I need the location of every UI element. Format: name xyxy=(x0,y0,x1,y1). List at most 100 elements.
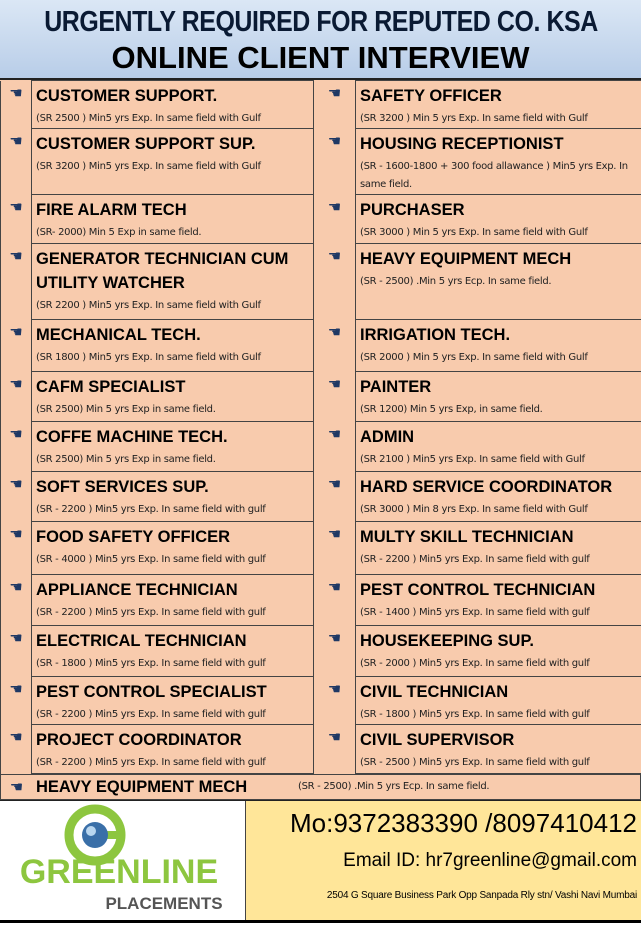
job-desc: (SR - 2500) .Min 5 yrs Ecp. In same fiel… xyxy=(356,271,641,291)
job-cell-right: HOUSEKEEPING SUP.(SR - 2000 ) Min5 yrs E… xyxy=(356,626,641,677)
job-cell-right: PURCHASER(SR 3000 ) Min 5 yrs Exp. In sa… xyxy=(356,195,641,244)
job-row: ☚SOFT SERVICES SUP.(SR - 2200 ) Min5 yrs… xyxy=(1,472,641,522)
job-desc: (SR - 1800 ) Min5 yrs Exp. In same field… xyxy=(356,704,641,724)
job-title: HARD SERVICE COORDINATOR xyxy=(356,472,641,499)
pointing-hand-icon: ☚ xyxy=(314,320,356,372)
job-row: ☚CUSTOMER SUPPORT.(SR 2500 ) Min5 yrs Ex… xyxy=(1,81,641,129)
header: URGENTLY REQUIRED FOR REPUTED CO. KSA ON… xyxy=(0,0,641,80)
job-row: ☚PROJECT COORDINATOR(SR - 2200 ) Min5 yr… xyxy=(1,725,641,774)
job-desc: (SR - 2200 ) Min5 yrs Exp. In same field… xyxy=(32,602,313,622)
logo-sub: PLACEMENTS xyxy=(105,894,222,913)
pointing-hand-icon: ☚ xyxy=(1,372,32,422)
job-row: ☚APPLIANCE TECHNICIAN(SR - 2200 ) Min5 y… xyxy=(1,575,641,626)
pointing-hand-icon: ☚ xyxy=(314,725,356,774)
job-cell-left: COFFE MACHINE TECH.(SR 2500) Min 5 yrs E… xyxy=(32,422,314,472)
job-title: HOUSEKEEPING SUP. xyxy=(356,626,641,653)
job-desc: (SR 2200 ) Min5 yrs Exp. In same field w… xyxy=(32,295,313,315)
pointing-hand-icon: ☚ xyxy=(314,244,356,320)
job-title: CUSTOMER SUPPORT. xyxy=(32,81,313,108)
job-row: ☚ELECTRICAL TECHNICIAN(SR - 1800 ) Min5 … xyxy=(1,626,641,677)
job-title: ADMIN xyxy=(356,422,641,449)
job-title: MECHANICAL TECH. xyxy=(32,320,313,347)
job-row: ☚PEST CONTROL SPECIALIST(SR - 2200 ) Min… xyxy=(1,677,641,725)
job-row: ☚GENERATOR TECHNICIAN CUM UTILITY WATCHE… xyxy=(1,244,641,320)
job-title: PROJECT COORDINATOR xyxy=(32,725,313,752)
job-cell-left: ELECTRICAL TECHNICIAN(SR - 1800 ) Min5 y… xyxy=(32,626,314,677)
pointing-hand-icon: ☚ xyxy=(314,677,356,725)
logo-graphic: GREENLINE PLACEMENTS xyxy=(0,801,246,924)
job-title: PEST CONTROL TECHNICIAN xyxy=(356,575,641,602)
job-title: SOFT SERVICES SUP. xyxy=(32,472,313,499)
job-desc: (SR 3000 ) Min 5 yrs Exp. In same field … xyxy=(356,222,641,242)
job-desc: (SR - 2200 ) Min5 yrs Exp. In same field… xyxy=(32,704,313,724)
job-title: MULTY SKILL TECHNICIAN xyxy=(356,522,641,549)
job-row: ☚MECHANICAL TECH.(SR 1800 ) Min5 yrs Exp… xyxy=(1,320,641,372)
pointing-hand-icon: ☚ xyxy=(1,522,32,575)
job-cell-left: CAFM SPECIALIST(SR 2500) Min 5 yrs Exp i… xyxy=(32,372,314,422)
job-desc: (SR 3200 ) Min 5 yrs Exp. In same field … xyxy=(356,108,641,128)
jobs-table: ☚CUSTOMER SUPPORT.(SR 2500 ) Min5 yrs Ex… xyxy=(0,80,641,774)
job-title: IRRIGATION TECH. xyxy=(356,320,641,347)
pointing-hand-icon: ☚ xyxy=(314,472,356,522)
job-title: HOUSING RECEPTIONIST xyxy=(356,129,641,156)
job-cell-right: HARD SERVICE COORDINATOR(SR 3000 ) Min 8… xyxy=(356,472,641,522)
job-title: ELECTRICAL TECHNICIAN xyxy=(32,626,313,653)
job-title: HEAVY EQUIPMENT MECH xyxy=(356,244,641,271)
job-title: CIVIL SUPERVISOR xyxy=(356,725,641,752)
job-cell-right: HEAVY EQUIPMENT MECH(SR - 2500) .Min 5 y… xyxy=(356,244,641,320)
job-cell-right: IRRIGATION TECH.(SR 2000 ) Min 5 yrs Exp… xyxy=(356,320,641,372)
job-title: COFFE MACHINE TECH. xyxy=(32,422,313,449)
job-cell-left: FIRE ALARM TECH(SR- 2000) Min 5 Exp in s… xyxy=(32,195,314,244)
job-desc: (SR 1800 ) Min5 yrs Exp. In same field w… xyxy=(32,347,313,367)
job-title: APPLIANCE TECHNICIAN xyxy=(32,575,313,602)
pointing-hand-icon: ☚ xyxy=(1,244,32,320)
job-desc: (SR - 2200 ) Min5 yrs Exp. In same field… xyxy=(32,752,313,772)
pointing-hand-icon: ☚ xyxy=(314,81,356,129)
pointing-hand-icon: ☚ xyxy=(1,320,32,372)
pointing-hand-icon: ☚ xyxy=(314,372,356,422)
job-title: PAINTER xyxy=(356,372,641,399)
pointing-hand-icon: ☚ xyxy=(314,522,356,575)
job-desc: (SR- 2000) Min 5 Exp in same field. xyxy=(32,222,313,242)
pointing-hand-icon: ☚ xyxy=(1,422,32,472)
job-row-last: ☚ HEAVY EQUIPMENT MECH (SR - 2500) .Min … xyxy=(0,774,641,800)
job-desc: (SR 2500) Min 5 yrs Exp in same field. xyxy=(32,449,313,469)
job-row: ☚CUSTOMER SUPPORT SUP.(SR 3200 ) Min5 yr… xyxy=(1,129,641,195)
job-desc: (SR - 1400 ) Min5 yrs Exp. In same field… xyxy=(356,602,641,622)
job-desc: (SR - 1800 ) Min5 yrs Exp. In same field… xyxy=(32,653,313,673)
address: 2504 G Square Business Park Opp Sanpada … xyxy=(246,889,637,903)
job-desc: (SR 3200 ) Min5 yrs Exp. In same field w… xyxy=(32,156,313,176)
pointing-hand-icon: ☚ xyxy=(314,575,356,626)
job-desc: (SR 3000 ) Min 8 yrs Exp. In same field … xyxy=(356,499,641,519)
job-title: GENERATOR TECHNICIAN CUM UTILITY WATCHER xyxy=(32,244,313,295)
pointing-hand-icon: ☚ xyxy=(1,129,32,195)
pointing-hand-icon: ☚ xyxy=(314,422,356,472)
pointing-hand-icon: ☚ xyxy=(1,81,32,129)
email: Email ID: hr7greenline@gmail.com xyxy=(246,849,637,873)
headline: URGENTLY REQUIRED FOR REPUTED CO. KSA xyxy=(44,4,598,40)
pointing-hand-icon: ☚ xyxy=(314,129,356,195)
logo-name: GREENLINE xyxy=(20,853,218,891)
job-row: ☚CAFM SPECIALIST(SR 2500) Min 5 yrs Exp … xyxy=(1,372,641,422)
greenline-logo: GREENLINE PLACEMENTS xyxy=(0,801,246,920)
job-desc: (SR - 2500) .Min 5 yrs Ecp. In same fiel… xyxy=(298,778,489,796)
job-desc: (SR - 1600-1800 + 300 food allawance ) M… xyxy=(356,156,641,194)
pointing-hand-icon: ☚ xyxy=(1,778,32,796)
job-cell-right: PEST CONTROL TECHNICIAN(SR - 1400 ) Min5… xyxy=(356,575,641,626)
pointing-hand-icon: ☚ xyxy=(1,626,32,677)
job-desc: (SR 1200) Min 5 yrs Exp, in same field. xyxy=(356,399,641,419)
job-title: CIVIL TECHNICIAN xyxy=(356,677,641,704)
pointing-hand-icon: ☚ xyxy=(1,472,32,522)
job-cell-right: ADMIN(SR 2100 ) Min5 yrs Exp. In same fi… xyxy=(356,422,641,472)
subheadline: ONLINE CLIENT INTERVIEW xyxy=(112,40,530,76)
job-desc: (SR 2000 ) Min 5 yrs Exp. In same field … xyxy=(356,347,641,367)
job-title: CUSTOMER SUPPORT SUP. xyxy=(32,129,313,156)
job-desc: (SR 2500) Min 5 yrs Exp in same field. xyxy=(32,399,313,419)
job-desc: (SR - 2200 ) Min5 yrs Exp. In same field… xyxy=(32,499,313,519)
job-desc: (SR - 2200 ) Min5 yrs Exp. In same field… xyxy=(356,549,641,569)
job-cell-left: PEST CONTROL SPECIALIST(SR - 2200 ) Min5… xyxy=(32,677,314,725)
job-desc: (SR - 2500 ) Min5 yrs Exp. In same field… xyxy=(356,752,641,772)
job-cell-left: GENERATOR TECHNICIAN CUM UTILITY WATCHER… xyxy=(32,244,314,320)
job-title: SAFETY OFFICER xyxy=(356,81,641,108)
job-title: PURCHASER xyxy=(356,195,641,222)
